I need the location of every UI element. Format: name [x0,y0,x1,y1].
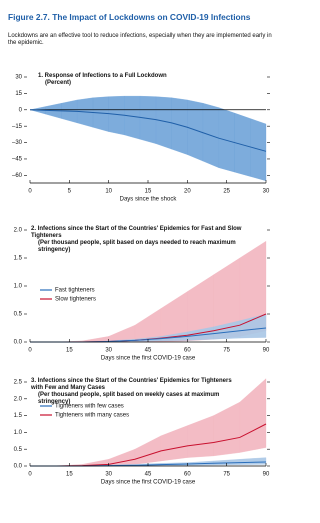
confidence-band [239,313,267,339]
y-tick-label: –60 [12,173,23,179]
confidence-band [92,96,109,132]
x-tick-label: 45 [145,472,152,478]
confidence-band [239,378,267,453]
x-axis-label: Days since the first COVID-19 case [101,356,196,362]
confidence-band [160,425,188,462]
x-tick-label: 0 [28,472,32,478]
x-tick-label: 25 [223,189,230,195]
confidence-band [139,95,157,144]
page: Figure 2.7. The Impact of Lockdowns on C… [8,12,272,486]
legend-label: Tighteners with few cases [55,404,124,410]
x-tick-label: 90 [263,472,270,478]
x-tick-label: 30 [105,348,112,354]
panel-title: 1. Response of Infections to a Full Lock… [38,73,167,79]
y-tick-label: 0.5 [14,447,23,453]
y-tick-label: 0.5 [14,312,23,318]
y-tick-label: 2.5 [14,380,23,386]
confidence-band [124,95,141,140]
x-tick-label: 45 [145,348,152,354]
y-tick-label: –30 [12,140,23,146]
confidence-band [108,95,125,136]
x-tick-label: 0 [28,348,32,354]
x-tick-label: 10 [105,189,112,195]
y-tick-label: 0.0 [14,340,23,346]
y-tick-label: 2.0 [14,396,23,402]
legend-label: Slow tighteners [55,297,96,303]
x-tick-label: 15 [66,472,73,478]
x-tick-label: 20 [184,189,191,195]
x-tick-label: 15 [66,348,73,354]
y-tick-label: 30 [15,75,22,81]
series-line [29,109,267,152]
y-tick-label: 2.0 [14,228,23,234]
y-tick-label: –45 [12,157,23,163]
y-tick-label: 15 [15,91,22,97]
y-tick-label: –15 [12,124,23,130]
y-tick-label: 0 [19,107,23,113]
x-axis-label: Days since the first COVID-19 case [101,480,196,486]
x-tick-label: 75 [223,348,230,354]
panel-subtitle: (Percent) [45,80,72,86]
confidence-band [134,435,162,465]
y-tick-label: 1.5 [14,256,23,262]
x-tick-label: 75 [223,472,230,478]
x-tick-label: 90 [263,348,270,354]
y-tick-label: 1.5 [14,413,23,419]
x-tick-label: 0 [28,189,32,195]
confidence-band [213,401,240,457]
confidence-band [218,107,235,173]
confidence-band [250,118,267,182]
confidence-band [187,99,204,162]
y-tick-label: 1.0 [14,430,23,436]
y-tick-label: 0.0 [14,464,23,470]
figure-title: Figure 2.7. The Impact of Lockdowns on C… [8,12,251,22]
panel-title: 2. Infections since the Start of the Cou… [31,226,242,239]
y-tick-label: 1.0 [14,284,23,290]
confidence-band [239,457,267,465]
panel-subtitle: (Per thousand people, split based on wee… [38,392,220,405]
figure-subtitle: Lockdowns are an effective tool to reduc… [8,33,272,46]
legend-label: Tighteners with many cases [55,413,129,419]
x-axis-label: Days since the shock [120,197,178,203]
x-tick-label: 60 [184,348,191,354]
chart: 30 15 0 –15 –30 –45 –60 0 5 10 15 20 25 30 Days since … [12,75,270,486]
confidence-band [187,415,214,458]
x-tick-label: 5 [68,189,72,195]
x-tick-label: 60 [184,472,191,478]
x-tick-label: 30 [105,472,112,478]
legend-label: Fast tighteners [55,288,95,294]
x-tick-label: 30 [263,189,270,195]
x-tick-label: 15 [145,189,152,195]
panel-title: 3. Infections since the Start of the Cou… [31,378,232,391]
panel-subtitle: (Per thousand people, split based on day… [38,240,236,253]
